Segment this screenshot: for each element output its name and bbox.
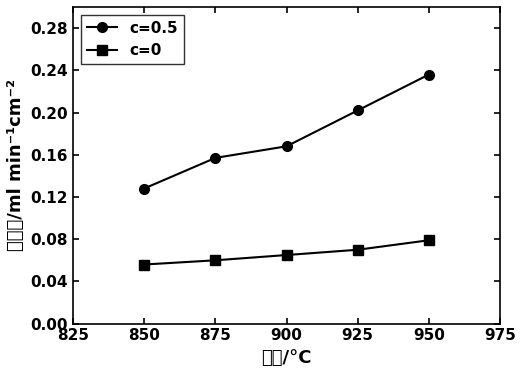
X-axis label: 温度/°C: 温度/°C [262,349,312,367]
c=0.5 [141,186,147,191]
c=0 [141,262,147,267]
Y-axis label: 透氢量/ml min⁻¹cm⁻²: 透氢量/ml min⁻¹cm⁻² [7,79,25,251]
c=0.5 [283,144,290,148]
Legend: c=0.5, c=0: c=0.5, c=0 [81,15,184,64]
c=0 [426,238,432,242]
c=0 [212,258,219,263]
c=0 [283,253,290,257]
Line: c=0: c=0 [139,235,434,269]
c=0.5 [212,156,219,160]
c=0.5 [355,108,361,113]
c=0 [355,248,361,252]
c=0.5 [426,72,432,77]
Line: c=0.5: c=0.5 [139,70,434,193]
